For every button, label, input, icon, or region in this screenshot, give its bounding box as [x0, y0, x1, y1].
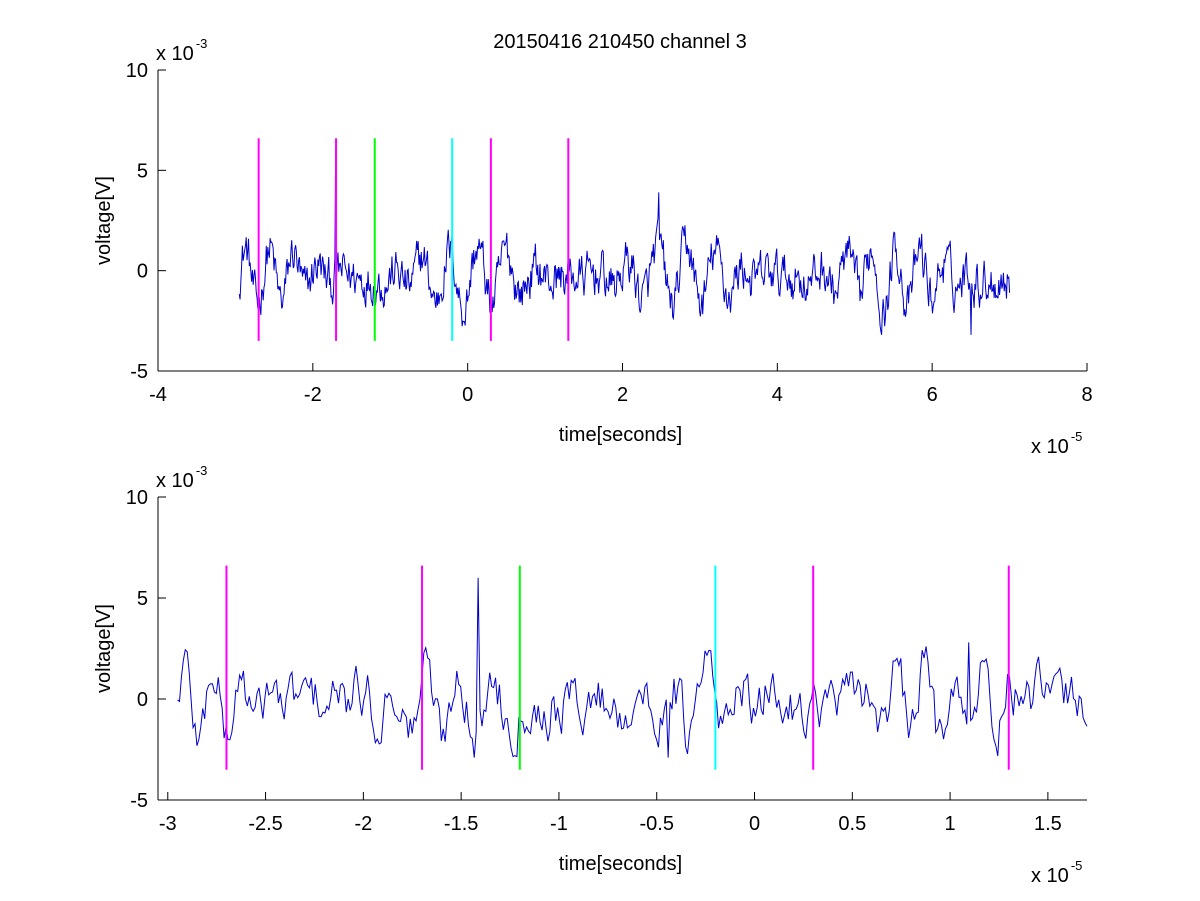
y-tick-label: 10 [126, 60, 148, 82]
x-tick-label: 0.5 [838, 813, 866, 835]
bottom-panel: -3 -2.5 -2 -1.5 -1 -0.5 0 0.5 1 1.5 -5 0 5 10 x 10 -3 x … [93, 463, 1088, 887]
y-tick-label: 5 [137, 588, 148, 610]
y-tick-label: 5 [137, 160, 148, 182]
x-tick-label: 8 [1081, 384, 1092, 406]
y-axis-label: voltage[V] [93, 176, 115, 265]
x-tick-label: 0 [462, 384, 473, 406]
x-tick-label: 0 [749, 813, 760, 835]
x-tick-label: -2 [354, 813, 372, 835]
x-exponent-label: x 10 -5 [1031, 429, 1082, 458]
x-tick-label: -1 [550, 813, 568, 835]
y-tick-label: 0 [137, 261, 148, 283]
x-tick-label: -1.5 [444, 813, 478, 835]
x-tick-label: -3 [159, 813, 177, 835]
voltage-series-line [238, 146, 1011, 335]
y-exponent-label: x 10 -3 [156, 463, 207, 492]
x-tick-label: -4 [149, 384, 167, 406]
y-exponent-label: x 10 -3 [156, 36, 207, 65]
x-tick-label: 1 [945, 813, 956, 835]
top-panel: -4 -2 0 2 4 6 8 -5 0 5 10 x 10 -3 x 10 -5 time[seconds]… [93, 36, 1093, 458]
voltage-series-line [177, 577, 1088, 758]
x-tick-label: -0.5 [639, 813, 673, 835]
x-tick-label: 2 [617, 384, 628, 406]
y-tick-label: 10 [126, 487, 148, 509]
x-tick-label: -2.5 [248, 813, 282, 835]
y-tick-label: 0 [137, 689, 148, 711]
plot-area [158, 70, 1087, 371]
x-axis-label: time[seconds] [559, 424, 682, 446]
plot-area [158, 497, 1087, 800]
x-axis-label: time[seconds] [559, 853, 682, 875]
y-tick-label: -5 [130, 790, 148, 812]
x-tick-label: 6 [927, 384, 938, 406]
x-tick-label: 4 [772, 384, 783, 406]
x-tick-label: -2 [304, 384, 322, 406]
y-tick-label: -5 [130, 361, 148, 383]
x-exponent-label: x 10 -5 [1031, 858, 1082, 887]
figure-title: 20150416 210450 channel 3 [493, 31, 747, 53]
x-tick-label: 1.5 [1034, 813, 1062, 835]
y-axis-label: voltage[V] [93, 604, 115, 693]
